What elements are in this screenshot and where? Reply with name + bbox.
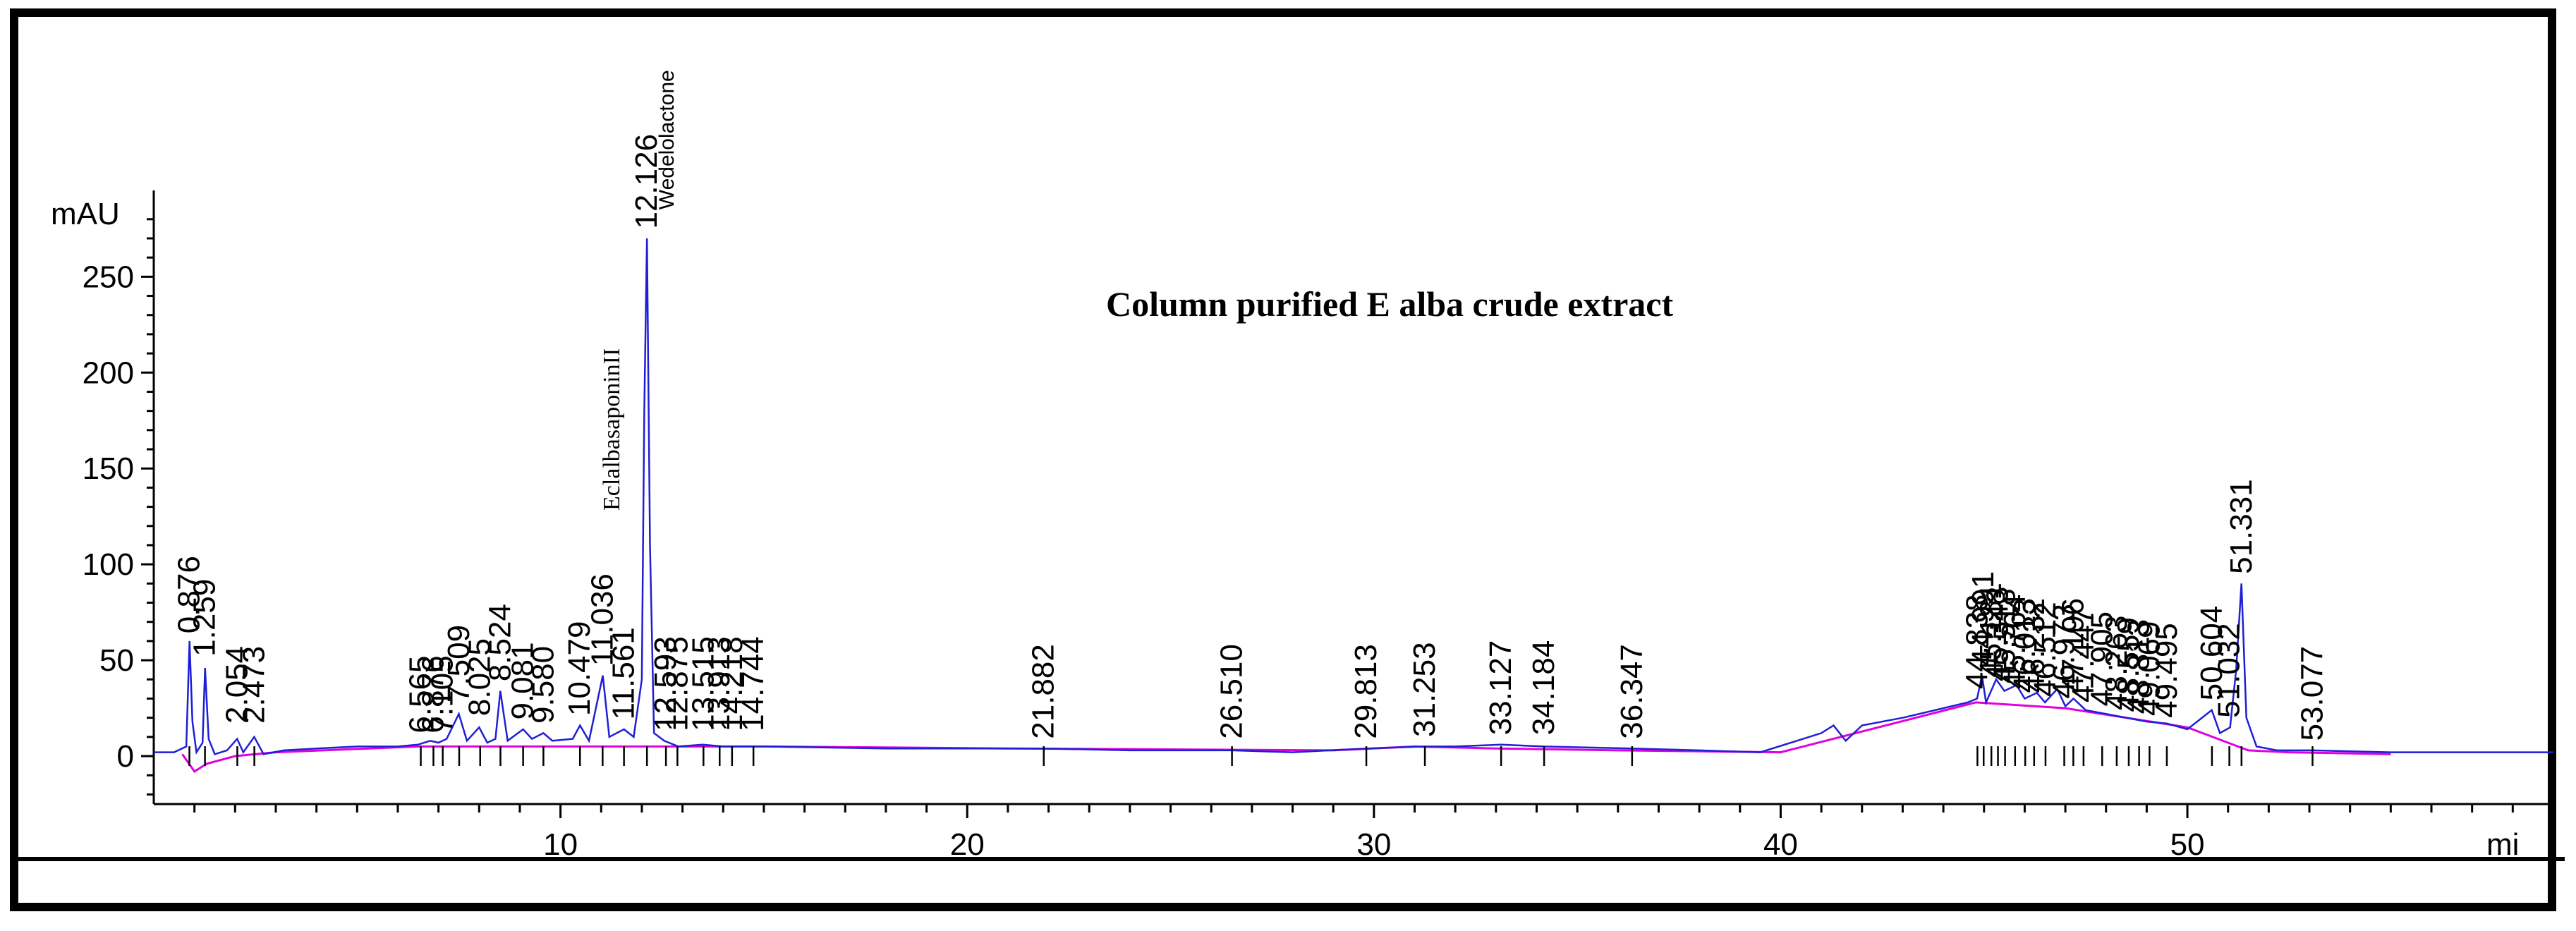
peak-label: 1.259: [188, 579, 222, 657]
peak-label: 0.876: [172, 556, 207, 633]
frame-divider: [10, 857, 2565, 861]
peak-label: 14.744: [736, 636, 770, 731]
x-axis-label: mi: [2486, 827, 2519, 862]
peak-label: 2.473: [237, 646, 272, 724]
x-tick-label: 30: [1356, 827, 1391, 862]
peak-label: 7.509: [442, 625, 476, 702]
peak-label: 12.875: [660, 636, 694, 731]
x-tick-label: 40: [1763, 827, 1798, 862]
peak-label: 46.973: [2047, 604, 2082, 699]
compound-label: Wedelolactone: [655, 70, 679, 209]
peak-label: 7.105: [425, 655, 460, 733]
peak-label: 13.515: [686, 636, 720, 731]
peak-label: 26.510: [1215, 644, 1249, 739]
peak-label: 14.218: [715, 636, 749, 731]
peak-label: 13.913: [702, 636, 736, 731]
peak-label: 48.263: [2099, 615, 2134, 710]
peak-label: 51.331: [2224, 479, 2259, 574]
peak-label: 36.347: [1615, 644, 1649, 739]
peak-label: 33.127: [1483, 640, 1518, 736]
peak-label: 48.813: [2122, 619, 2156, 714]
signal-layer: [154, 238, 2553, 755]
y-tick-label: 50: [99, 643, 134, 678]
peak-label: 12.126: [629, 134, 664, 229]
signal-trace: [154, 238, 2553, 755]
peak-label: 50.604: [2194, 606, 2229, 701]
tick-layer: 0 50 100 150 200 250 10 20 30 40 50: [83, 218, 2514, 862]
peak-label: 2.054: [219, 646, 254, 724]
peak-label: 29.813: [1349, 644, 1383, 739]
y-tick-label: 200: [83, 355, 134, 390]
y-tick-label: 150: [83, 451, 134, 486]
peak-label: 47.196: [2055, 598, 2090, 693]
peak-label: 45.764: [1998, 594, 2032, 689]
peak-label: 49.495: [2149, 623, 2184, 718]
peak-label: 9.580: [525, 646, 560, 724]
peak-label: 11.561: [607, 627, 641, 719]
peak-label: 45.343: [1981, 587, 2015, 682]
compound-label: EclalbasaponinII: [599, 348, 625, 511]
chart-title: Column purified E alba crude extract: [1106, 284, 1673, 324]
axes-layer: [152, 190, 2553, 805]
peak-label: 48.559: [2111, 617, 2146, 712]
peak-label: 49.069: [2132, 621, 2166, 717]
peak-label: 34.184: [1526, 640, 1561, 736]
y-tick-label: 250: [83, 260, 134, 294]
peak-label: 45.518: [1988, 588, 2022, 683]
peak-label: 46.512: [2028, 602, 2062, 697]
peak-label: 47.905: [2084, 611, 2119, 707]
peak-label: 8.025: [463, 638, 497, 716]
peak-label: 31.253: [1407, 642, 1442, 737]
y-tick-label: 0: [117, 739, 134, 774]
peak-label: 11.036: [585, 573, 619, 666]
peak-label: 53.077: [2295, 646, 2329, 741]
peak-label: 44.991: [1966, 571, 2000, 667]
peak-label: 44.838: [1960, 594, 1994, 689]
peak-label: 10.479: [562, 621, 597, 717]
peak-label: 46.232: [2017, 598, 2051, 693]
peak-label: 46.013: [2007, 598, 2042, 693]
peak-label: 6.876: [415, 655, 450, 733]
peak-label: 12.593: [648, 636, 683, 731]
y-tick-label: 100: [83, 547, 134, 582]
x-tick-label: 10: [543, 827, 578, 862]
peak-label: 9.081: [506, 642, 540, 719]
y-axis-label: mAU: [51, 197, 120, 231]
peak-label: 6.565: [403, 655, 438, 733]
peak-label: 8.524: [483, 604, 518, 681]
x-tick-label: 20: [950, 827, 985, 862]
peak-label: 21.882: [1026, 644, 1061, 739]
peak-label: 51.032: [2212, 623, 2247, 718]
x-tick-label: 50: [2170, 827, 2205, 862]
peak-label: 45.181: [1974, 583, 2008, 678]
peak-label: 47.447: [2066, 607, 2101, 702]
